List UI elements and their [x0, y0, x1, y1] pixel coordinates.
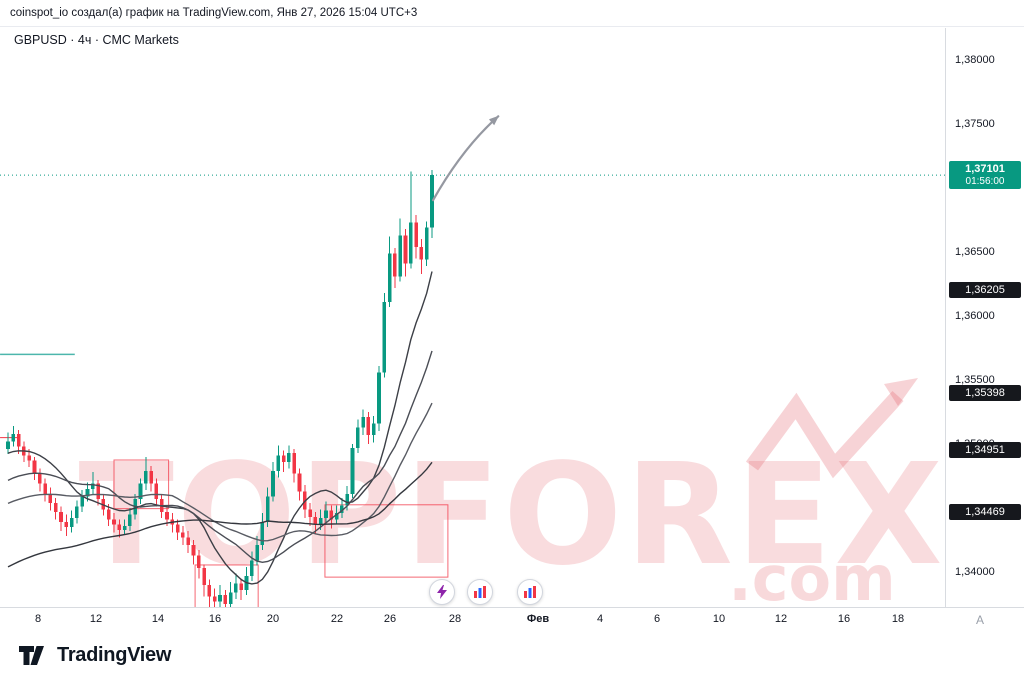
time-axis-label: Фев	[526, 613, 550, 625]
time-axis-label: 26	[383, 613, 397, 625]
time-axis-label: 14	[151, 613, 165, 625]
idea-lightning-icon[interactable]	[429, 579, 455, 605]
idea-chart-icon[interactable]	[517, 579, 543, 605]
watermark-arrow-icon	[745, 390, 904, 479]
watermark: TOPFOREX .com	[78, 378, 945, 607]
last-price-badge: 1,37101 01:56:00	[949, 161, 1021, 190]
price-chart-canvas[interactable]	[0, 28, 945, 607]
price-axis-label: 1,35500	[955, 374, 995, 386]
chart-legend[interactable]: GBPUSD · 4ч · CMC Markets	[14, 33, 179, 47]
last-price-value: 1,37101	[965, 163, 1005, 176]
candles	[6, 170, 434, 607]
indicator-price-badge: 1,34469	[949, 503, 1021, 520]
time-axis-label: 12	[89, 613, 103, 625]
sma-line-32	[7, 402, 433, 542]
price-axis-label: 1,34000	[955, 566, 995, 578]
tradingview-brand-text: TradingView	[57, 644, 172, 666]
time-axis-label: 4	[596, 613, 604, 625]
watermark-suffix: .com	[728, 542, 896, 607]
price-axis-label: 1,36500	[955, 246, 995, 258]
indicator-price-badge: 1,34951	[949, 442, 1021, 459]
price-axis-label: 1,36000	[955, 310, 995, 322]
sma-line-20	[7, 350, 433, 564]
watermark-text: TOPFOREX	[78, 434, 945, 597]
time-axis-label: 6	[653, 613, 661, 625]
drawing-arrow[interactable]	[431, 115, 500, 202]
drawing-rectangle[interactable]	[113, 459, 170, 510]
watermark-arrowhead-icon	[884, 378, 918, 406]
time-axis-label: 18	[891, 613, 905, 625]
indicator-price-badge: 1,35398	[949, 385, 1021, 402]
idea-chart-icon[interactable]	[467, 579, 493, 605]
tradingview-mark-icon	[19, 646, 44, 665]
time-axis-label: 10	[712, 613, 726, 625]
time-axis-label: 22	[330, 613, 344, 625]
price-axis-label: 1,37500	[955, 118, 995, 130]
bar-countdown: 01:56:00	[965, 176, 1005, 188]
indicator-price-badge: 1,36205	[949, 281, 1021, 298]
price-axis-label: 1,38000	[955, 54, 995, 66]
price-axis[interactable]: 1,380001,375001,365001,360001,355001,350…	[945, 28, 1024, 607]
drawing-rectangle[interactable]	[324, 504, 449, 578]
time-axis-label: 16	[208, 613, 222, 625]
axis-auto-label[interactable]: A	[976, 613, 985, 627]
chart-region[interactable]: TOPFOREX .com GBPUSD · 4ч · CMC Markets	[0, 28, 945, 607]
time-axis-label: 12	[774, 613, 788, 625]
footer: TradingView	[0, 633, 1024, 686]
attribution-bar: coinspot_io создал(а) график на TradingV…	[0, 0, 1024, 27]
time-axis-label: 20	[266, 613, 280, 625]
time-axis-label: 28	[448, 613, 462, 625]
time-axis[interactable]: A 8 12 14 16 20 22 26 28 Фев 4 6 10 12 16 18	[0, 607, 1024, 634]
attribution-text: coinspot_io создал(а) график на TradingV…	[10, 7, 418, 19]
sma-line-12	[7, 271, 433, 585]
tradingview-logo[interactable]: TradingView	[18, 644, 171, 667]
sma-line-50	[7, 461, 433, 568]
time-axis-label: 16	[837, 613, 851, 625]
time-axis-label: 8	[34, 613, 42, 625]
